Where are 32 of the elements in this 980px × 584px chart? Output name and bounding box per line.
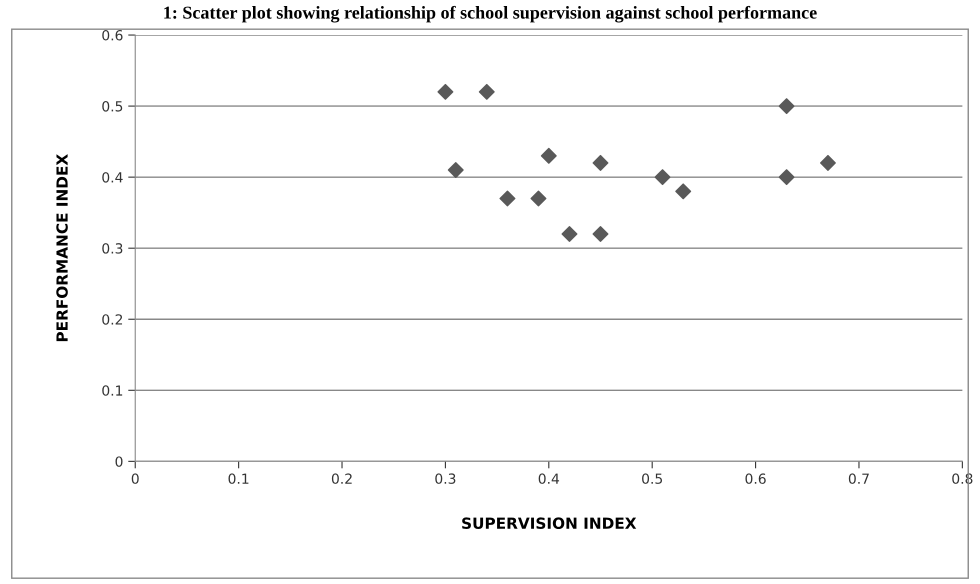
point	[437, 84, 454, 100]
y-tick-label: 0.3	[102, 243, 122, 254]
y-tick-label: 0.1	[102, 385, 122, 396]
point	[778, 98, 795, 114]
x-tick-label: 0.1	[228, 473, 248, 484]
y-tick-label: 0.6	[102, 30, 123, 41]
point	[675, 183, 692, 200]
point	[540, 148, 557, 164]
x-tick-label: 0.4	[538, 473, 560, 484]
x-tick-label: 0.3	[435, 473, 456, 484]
y-tick-label: 0.2	[102, 314, 122, 325]
x-tick-label: 0.7	[848, 473, 869, 484]
point	[562, 226, 578, 242]
point	[592, 154, 608, 171]
point	[499, 190, 516, 206]
y-tick-label: 0.5	[102, 101, 122, 112]
point	[592, 226, 608, 242]
x-tick-label: 0.5	[642, 473, 662, 484]
point	[478, 84, 495, 100]
point	[820, 154, 836, 171]
y-axis-title: PERFORMANCE INDEX	[56, 154, 68, 342]
point	[654, 169, 671, 186]
x-tick-label: 0.6	[745, 473, 766, 484]
point	[448, 162, 464, 178]
point	[778, 169, 795, 186]
x-axis-title: SUPERVISION INDEX	[462, 517, 636, 529]
x-tick-label: 0	[132, 473, 139, 484]
y-tick-label: 0.4	[102, 172, 123, 183]
point	[530, 190, 546, 206]
y-tick-label: 0	[116, 456, 123, 467]
x-tick-label: 0.2	[332, 473, 352, 484]
chart-title: 1: Scatter plot showing relationship of school supervision against school performance	[164, 6, 817, 23]
